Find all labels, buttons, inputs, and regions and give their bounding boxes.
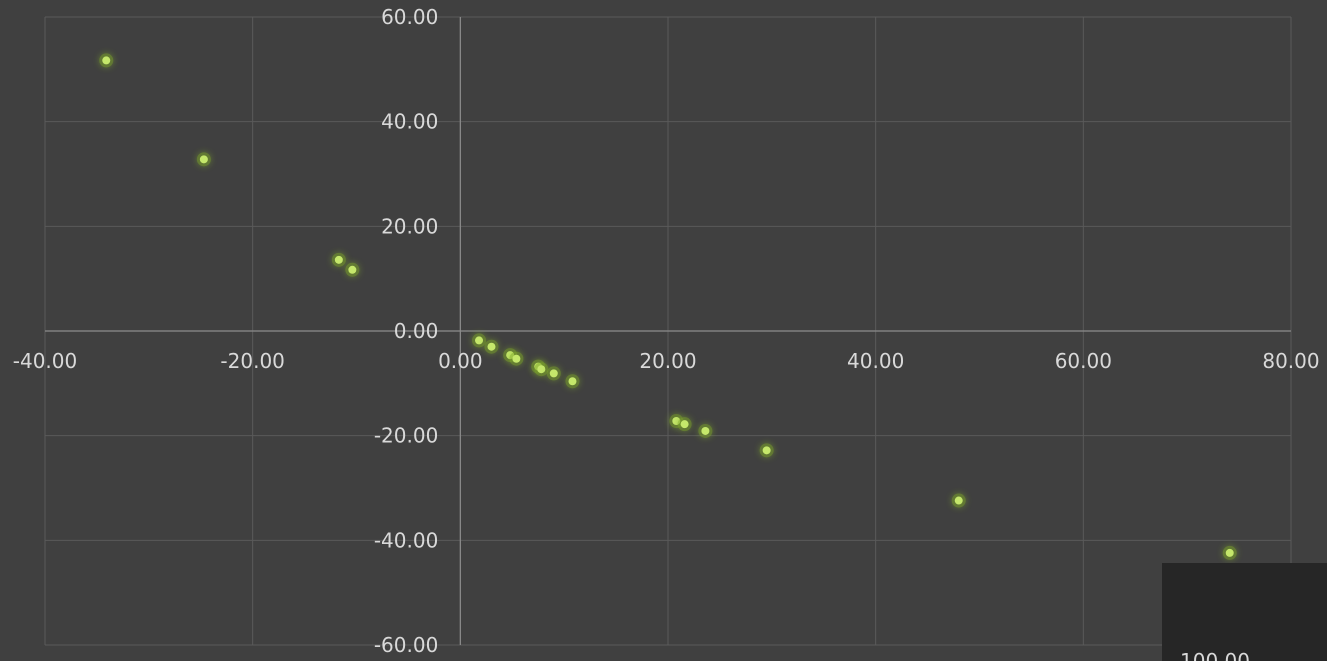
data-point-marker — [701, 426, 710, 435]
data-point-marker — [549, 369, 558, 378]
x-tick-label: 60.00 — [1055, 349, 1112, 373]
data-point — [99, 53, 114, 68]
data-point — [951, 493, 966, 508]
y-tick-labels: 60.00 40.00 20.00 0.00 -20.00 -40.00 -60.00 — [374, 5, 438, 657]
data-point — [196, 152, 211, 167]
axes — [45, 17, 1291, 645]
x-tick-labels: -40.00 -20.00 0.00 20.00 40.00 60.00 80.00 — [13, 349, 1320, 373]
data-point — [472, 333, 487, 348]
x-tick-label: -40.00 — [13, 349, 77, 373]
data-point — [345, 262, 360, 277]
x-tick-label: 40.00 — [847, 349, 904, 373]
data-point-marker — [487, 342, 496, 351]
data-point-marker — [348, 265, 357, 274]
data-point — [1222, 545, 1237, 560]
y-tick-label: -40.00 — [374, 528, 438, 552]
data-point-marker — [512, 354, 521, 363]
y-tick-label: -60.00 — [374, 633, 438, 657]
data-points — [99, 53, 1237, 560]
data-point — [759, 443, 774, 458]
data-point-marker — [537, 365, 546, 374]
x-tick-label: -20.00 — [220, 349, 284, 373]
data-point-marker — [334, 255, 343, 264]
data-point — [698, 423, 713, 438]
y-tick-label: 0.00 — [394, 319, 439, 343]
data-point-marker — [954, 496, 963, 505]
data-point — [331, 252, 346, 267]
x-tick-label: 20.00 — [639, 349, 696, 373]
data-point — [509, 351, 524, 366]
data-point-marker — [1225, 548, 1234, 557]
data-point-marker — [475, 336, 484, 345]
overlay-panel: 100.00 — [1162, 563, 1327, 661]
y-tick-label: 20.00 — [381, 214, 438, 238]
data-point-marker — [199, 155, 208, 164]
data-point — [534, 362, 549, 377]
data-point-marker — [680, 420, 689, 429]
data-point-marker — [568, 377, 577, 386]
y-tick-label: 60.00 — [381, 5, 438, 29]
x-tick-label: 80.00 — [1262, 349, 1319, 373]
overlay-label: 100.00 — [1180, 649, 1250, 661]
data-point — [677, 417, 692, 432]
data-point — [565, 374, 580, 389]
data-point-marker — [762, 446, 771, 455]
data-point — [484, 339, 499, 354]
x-tick-label: 0.00 — [438, 349, 483, 373]
data-point — [546, 366, 561, 381]
y-tick-label: -20.00 — [374, 424, 438, 448]
data-point-marker — [102, 56, 111, 65]
y-tick-label: 40.00 — [381, 110, 438, 134]
